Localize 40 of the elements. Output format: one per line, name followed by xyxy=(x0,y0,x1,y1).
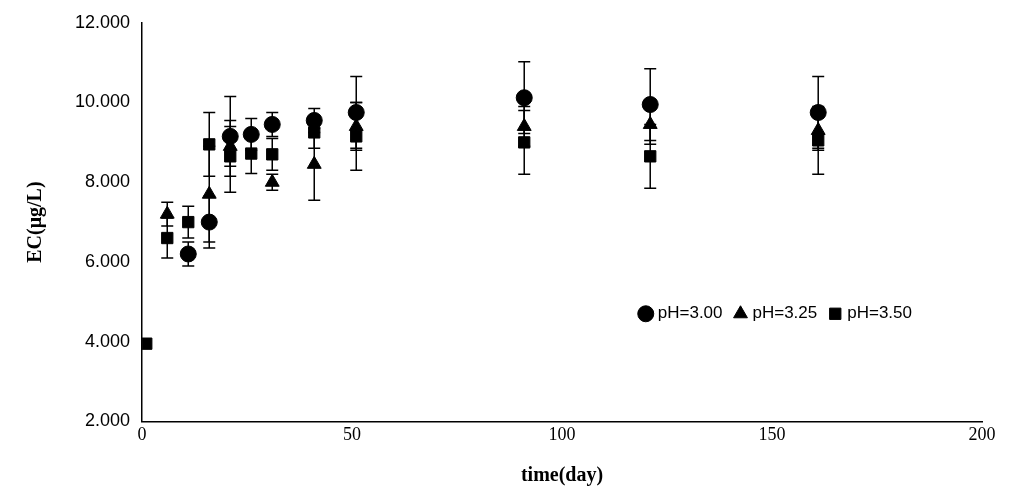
point xyxy=(641,96,659,114)
x-tick-label: 100 xyxy=(548,423,576,444)
y-tick-label: 10.000 xyxy=(74,91,131,112)
legend-label: pH=3.50 xyxy=(847,303,912,323)
point xyxy=(518,136,531,149)
y-tick-label: 12.000 xyxy=(74,11,131,32)
y-tick-label: 4.000 xyxy=(85,330,131,351)
y-axis-title: EC(μg/L) xyxy=(23,181,47,263)
point xyxy=(350,130,363,143)
point xyxy=(161,231,174,245)
point xyxy=(159,205,175,219)
point xyxy=(200,213,218,231)
x-tick-label: 50 xyxy=(343,423,362,444)
point xyxy=(347,103,365,121)
point xyxy=(266,148,279,161)
point xyxy=(242,125,260,143)
point xyxy=(224,150,237,163)
point xyxy=(515,89,533,107)
x-axis-title: time(day) xyxy=(520,463,604,487)
legend-label: pH=3.25 xyxy=(752,303,818,323)
point xyxy=(308,126,321,139)
point xyxy=(263,115,281,133)
point xyxy=(644,150,657,163)
x-tick-label: 200 xyxy=(968,423,996,444)
point xyxy=(306,155,322,169)
point xyxy=(264,173,280,187)
y-tick-label: 6.000 xyxy=(85,250,131,271)
point xyxy=(203,138,216,151)
point xyxy=(812,134,825,147)
y-tick-label: 2.000 xyxy=(85,410,131,431)
point xyxy=(245,147,258,160)
legend-label: pH=3.00 xyxy=(657,303,723,323)
x-tick-label: 150 xyxy=(758,423,786,444)
point xyxy=(142,337,153,350)
point xyxy=(182,215,195,229)
point xyxy=(809,103,827,121)
point xyxy=(179,245,197,263)
y-tick-label: 8.000 xyxy=(85,171,131,192)
x-tick-label: 0 xyxy=(137,423,147,444)
point xyxy=(201,185,217,199)
